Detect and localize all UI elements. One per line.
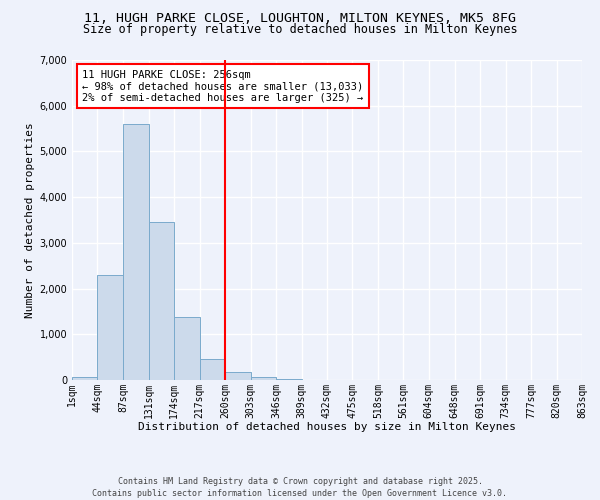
Text: Contains HM Land Registry data © Crown copyright and database right 2025.
Contai: Contains HM Land Registry data © Crown c… (92, 476, 508, 498)
Bar (276, 378, 302, 380)
Y-axis label: Number of detached properties: Number of detached properties (25, 122, 35, 318)
Bar (123, 124, 149, 380)
Text: 11 HUGH PARKE CLOSE: 256sqm
← 98% of detached houses are smaller (13,033)
2% of : 11 HUGH PARKE CLOSE: 256sqm ← 98% of det… (82, 70, 364, 103)
Text: 11, HUGH PARKE CLOSE, LOUGHTON, MILTON KEYNES, MK5 8FG: 11, HUGH PARKE CLOSE, LOUGHTON, MILTON K… (84, 12, 516, 26)
Bar (149, 222, 175, 380)
Bar (72, 377, 97, 380)
Bar (251, 376, 276, 380)
X-axis label: Distribution of detached houses by size in Milton Keynes: Distribution of detached houses by size … (138, 422, 516, 432)
Text: Size of property relative to detached houses in Milton Keynes: Size of property relative to detached ho… (83, 22, 517, 36)
Bar (97, 275, 123, 380)
Bar (225, 372, 251, 380)
Bar (200, 359, 225, 380)
Bar (175, 318, 200, 380)
